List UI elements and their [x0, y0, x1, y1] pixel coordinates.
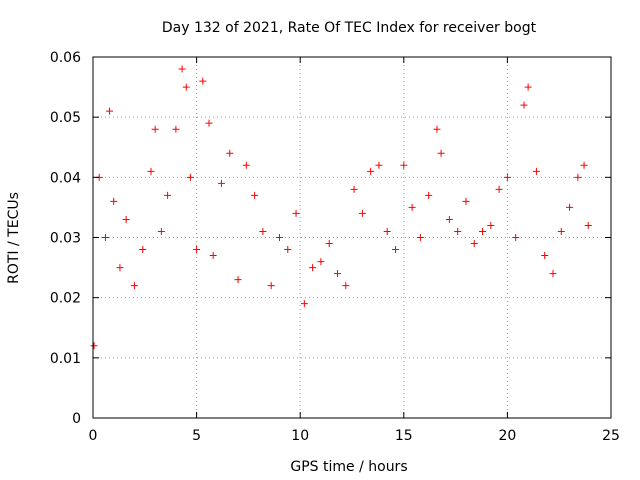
data-point: [259, 227, 267, 235]
data-point: [292, 209, 300, 217]
y-tick-label: 0.04: [50, 170, 81, 186]
data-point: [267, 282, 275, 290]
data-point: [205, 119, 213, 127]
data-point: [512, 234, 520, 241]
data-point: [90, 342, 98, 350]
data-point: [275, 234, 283, 241]
data-point: [479, 227, 487, 235]
data-point: [416, 234, 424, 241]
data-point: [186, 173, 194, 181]
y-axis-title: ROTI / TECUs: [6, 192, 22, 284]
y-tick-label: 0.01: [50, 351, 81, 367]
data-point: [251, 191, 259, 199]
data-point: [433, 125, 441, 133]
data-point: [532, 167, 540, 175]
data-point: [164, 191, 172, 199]
data-point: [342, 282, 350, 290]
data-point: [284, 246, 292, 254]
data-point: [300, 300, 308, 308]
data-point: [178, 65, 186, 73]
data-point: [151, 125, 159, 133]
data-point: [193, 246, 201, 254]
data-point: [317, 258, 325, 266]
data-point: [325, 240, 333, 248]
data-point: [367, 167, 375, 175]
data-point: [470, 240, 478, 248]
data-point: [408, 203, 416, 211]
y-tick-label: 0.06: [50, 50, 81, 66]
data-point: [462, 197, 470, 205]
data-point: [209, 252, 217, 260]
data-point: [309, 264, 317, 272]
data-point: [549, 270, 557, 278]
data-point: [333, 270, 341, 278]
data-point: [139, 246, 147, 254]
data-point: [116, 264, 124, 272]
data-point: [580, 161, 588, 169]
y-tick-label: 0.03: [50, 231, 81, 247]
data-point: [226, 149, 234, 157]
data-point: [541, 252, 549, 260]
data-point: [122, 215, 130, 223]
data-point: [566, 203, 574, 211]
data-point: [445, 215, 453, 223]
data-points: [90, 65, 592, 350]
data-point: [503, 173, 511, 181]
data-point: [584, 221, 592, 229]
data-point: [520, 101, 528, 109]
data-point: [242, 161, 250, 169]
data-point: [574, 173, 582, 181]
data-point: [437, 149, 445, 157]
x-axis-title: GPS time / hours: [290, 459, 407, 475]
data-point: [557, 227, 565, 235]
data-point: [147, 167, 155, 175]
y-tick-label: 0.05: [50, 110, 81, 126]
x-tick-label: 0: [89, 428, 98, 444]
axis-ticks: 0 5 10 15 20 25 0 0.01 0.02 0.03 0.04 0.05 0.06: [50, 50, 620, 444]
data-point: [425, 191, 433, 199]
data-point: [217, 179, 225, 187]
data-point: [172, 125, 180, 133]
x-tick-label: 25: [602, 428, 620, 444]
x-tick-label: 15: [395, 428, 413, 444]
data-point: [400, 161, 408, 169]
data-point: [157, 227, 165, 235]
data-point: [110, 197, 118, 205]
data-point: [350, 185, 358, 193]
data-point: [358, 209, 366, 217]
data-point: [101, 234, 109, 241]
chart-title: Day 132 of 2021, Rate Of TEC Index for r…: [162, 20, 537, 36]
y-tick-label: 0: [72, 411, 81, 427]
data-point: [106, 107, 114, 115]
data-point: [454, 227, 462, 235]
data-point: [130, 282, 138, 290]
data-point: [199, 77, 207, 85]
data-point: [182, 83, 190, 91]
data-point: [375, 161, 383, 169]
x-tick-label: 5: [192, 428, 201, 444]
data-point: [524, 83, 532, 91]
grid-lines: [93, 57, 611, 418]
y-tick-label: 0.02: [50, 291, 81, 307]
data-point: [383, 227, 391, 235]
x-tick-label: 10: [291, 428, 309, 444]
data-point: [234, 276, 242, 284]
data-point: [495, 185, 503, 193]
data-point: [392, 246, 400, 254]
data-point: [487, 221, 495, 229]
x-tick-label: 20: [498, 428, 516, 444]
